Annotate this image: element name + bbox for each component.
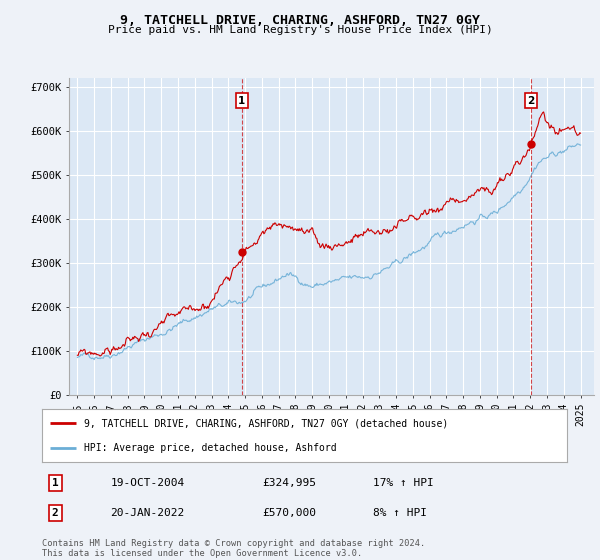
Text: 2: 2: [527, 96, 535, 105]
Text: HPI: Average price, detached house, Ashford: HPI: Average price, detached house, Ashf…: [84, 442, 337, 452]
Text: £324,995: £324,995: [263, 478, 317, 488]
Text: 2: 2: [52, 508, 59, 517]
Text: 9, TATCHELL DRIVE, CHARING, ASHFORD, TN27 0GY (detached house): 9, TATCHELL DRIVE, CHARING, ASHFORD, TN2…: [84, 418, 448, 428]
Text: 1: 1: [52, 478, 59, 488]
Text: 17% ↑ HPI: 17% ↑ HPI: [373, 478, 433, 488]
Text: 20-JAN-2022: 20-JAN-2022: [110, 508, 185, 517]
Text: Price paid vs. HM Land Registry's House Price Index (HPI): Price paid vs. HM Land Registry's House …: [107, 25, 493, 35]
Text: 1: 1: [238, 96, 245, 105]
Text: £570,000: £570,000: [263, 508, 317, 517]
Text: Contains HM Land Registry data © Crown copyright and database right 2024.
This d: Contains HM Land Registry data © Crown c…: [42, 539, 425, 558]
Text: 9, TATCHELL DRIVE, CHARING, ASHFORD, TN27 0GY: 9, TATCHELL DRIVE, CHARING, ASHFORD, TN2…: [120, 14, 480, 27]
Text: 8% ↑ HPI: 8% ↑ HPI: [373, 508, 427, 517]
Text: 19-OCT-2004: 19-OCT-2004: [110, 478, 185, 488]
